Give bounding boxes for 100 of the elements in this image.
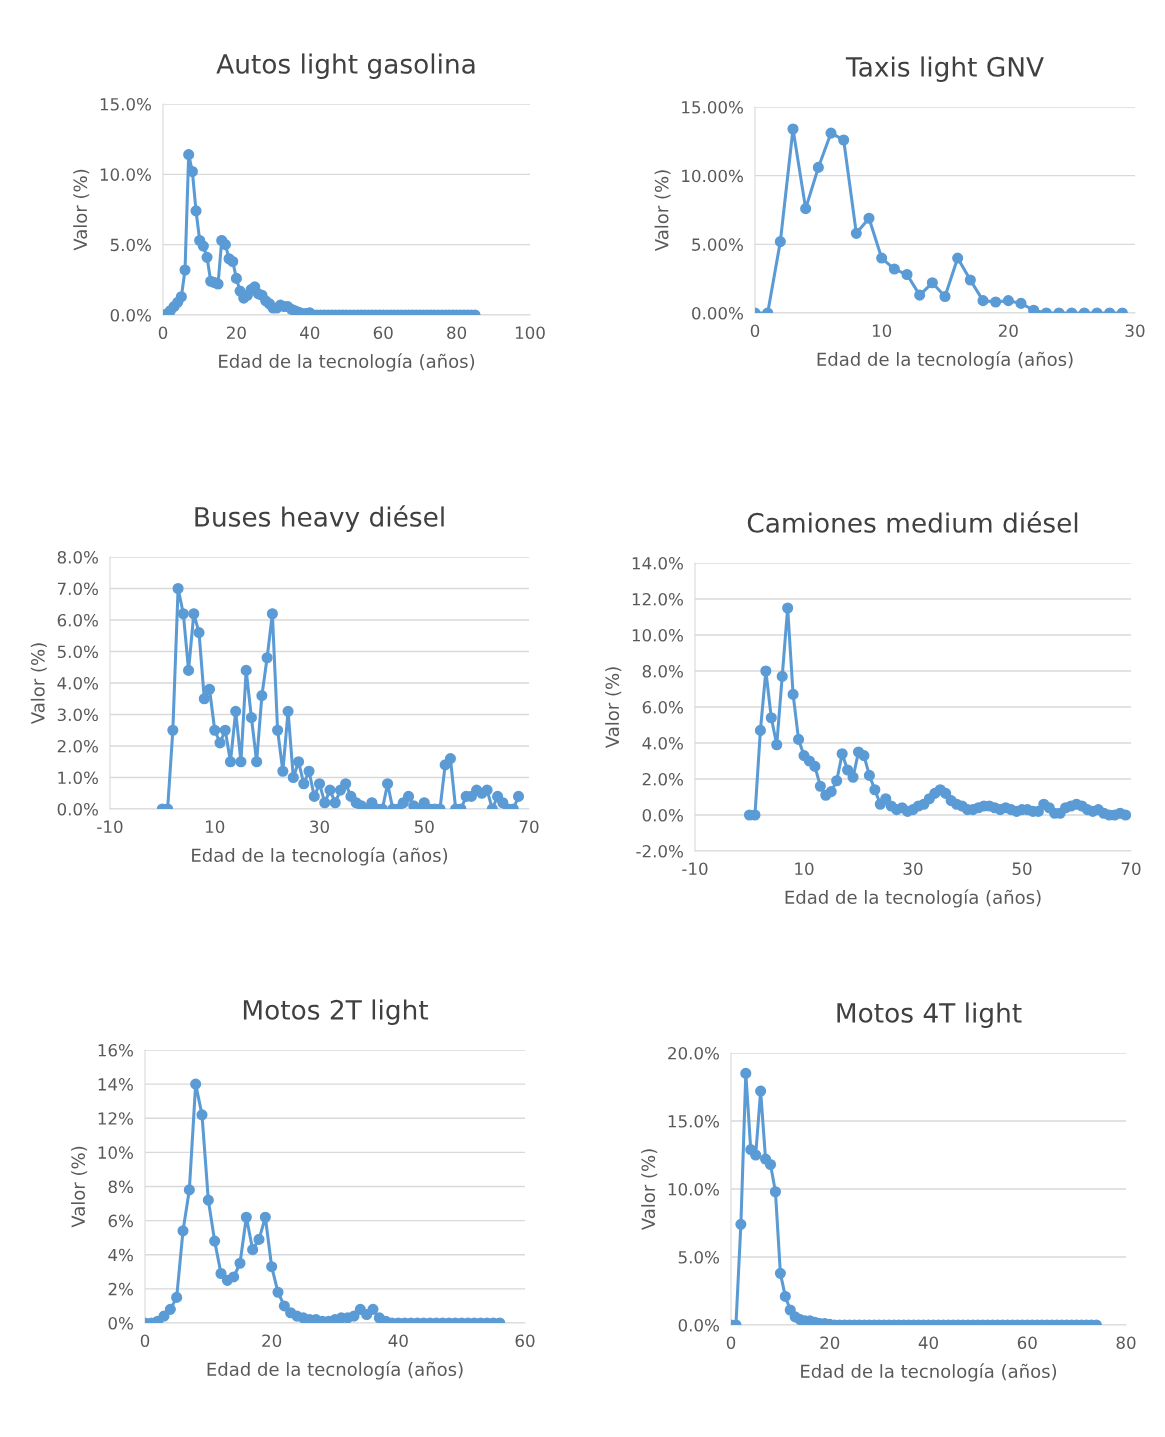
point <box>876 252 888 264</box>
point <box>215 1267 227 1280</box>
x-tick-label: 40 <box>918 1336 938 1350</box>
y-tick-label: 2.0% <box>57 739 98 753</box>
point <box>863 212 875 224</box>
x-axis-title: Edad de la tecnología (años) <box>219 353 475 372</box>
point <box>266 1261 278 1273</box>
x-tick-label: 20 <box>820 1336 840 1350</box>
x-tick-label: 30 <box>1125 324 1145 338</box>
y-tick-label: 15.00% <box>682 100 743 114</box>
point <box>990 296 1002 308</box>
x-axis-title: Edad de la tecnología (años) <box>207 1361 463 1380</box>
x-tick-label: 50 <box>414 820 434 834</box>
point <box>774 236 786 248</box>
point <box>1028 304 1040 313</box>
x-tick-label: -10 <box>97 820 123 834</box>
point <box>209 1235 221 1247</box>
y-tick-label: 8% <box>108 1180 133 1194</box>
point <box>825 127 837 139</box>
y-tick-label: 6.0% <box>57 613 98 627</box>
x-tick-label: 10 <box>872 324 892 338</box>
y-tick-label: 10.0% <box>632 628 683 642</box>
x-tick-label: 30 <box>903 862 923 876</box>
point <box>272 1286 284 1298</box>
point <box>240 1211 252 1223</box>
y-tick-label: 12.0% <box>632 592 683 606</box>
x-tick-label: 60 <box>373 326 393 340</box>
point <box>234 1257 246 1269</box>
y-axis-title: Valor (%) <box>71 1146 88 1228</box>
point <box>901 268 913 281</box>
chart-title: Motos 2T light <box>243 999 429 1025</box>
y-tick-label: 15.0% <box>668 1114 719 1128</box>
chart-title: Motos 4T light <box>837 1002 1022 1028</box>
y-tick-label: 0% <box>108 1316 133 1330</box>
x-tick-label: 20 <box>262 1334 282 1348</box>
y-tick-label: 0.0% <box>678 1318 719 1332</box>
chart-title: Buses heavy diésel <box>195 505 444 532</box>
point <box>939 290 951 303</box>
y-tick-label: 2% <box>108 1282 133 1296</box>
x-tick-label: 40 <box>300 326 320 340</box>
chart-title: Autos light gasolina <box>216 53 475 79</box>
y-tick-label: 6.0% <box>642 700 683 714</box>
point <box>800 203 812 215</box>
point <box>202 1194 214 1206</box>
chart-title: Taxis light GNV <box>845 56 1044 82</box>
point <box>259 1211 271 1223</box>
x-tick-label: -10 <box>682 862 708 876</box>
point <box>228 1271 240 1283</box>
y-axis-title: Valor (%) <box>641 1149 658 1231</box>
point <box>850 227 862 239</box>
x-tick-label: 100 <box>515 326 545 340</box>
x-tick-label: 80 <box>447 326 467 340</box>
y-tick-label: 7.0% <box>57 582 98 596</box>
y-tick-label: 14.0% <box>632 556 683 570</box>
y-axis-title: Valor (%) <box>30 643 47 725</box>
y-tick-label: 0.0% <box>110 308 151 322</box>
x-tick-label: 70 <box>1121 862 1141 876</box>
x-tick-label: 40 <box>388 1334 408 1348</box>
x-tick-label: 0 <box>140 1334 150 1348</box>
y-tick-label: 0.00% <box>692 306 743 320</box>
y-tick-label: 6% <box>108 1214 133 1228</box>
point <box>171 1291 183 1303</box>
x-tick-label: 30 <box>310 820 329 834</box>
point <box>278 1300 290 1312</box>
x-tick-label: 60 <box>1017 1336 1037 1350</box>
x-axis-title: Edad de la tecnología (años) <box>192 847 448 866</box>
point <box>914 289 926 301</box>
y-tick-label: 0.0% <box>57 802 98 816</box>
y-tick-label: 8.0% <box>57 550 98 564</box>
point <box>367 1303 379 1315</box>
y-axis-title: Valor (%) <box>654 170 671 252</box>
x-tick-label: 0 <box>726 1336 736 1350</box>
y-tick-label: 16% <box>98 1043 133 1057</box>
y-tick-label: 2.0% <box>642 772 683 786</box>
y-tick-label: 3.0% <box>57 708 98 722</box>
point <box>183 1184 195 1196</box>
point <box>964 274 976 286</box>
point <box>177 1225 189 1237</box>
x-tick-label: 10 <box>795 862 814 876</box>
point <box>196 1109 208 1121</box>
x-tick-label: 50 <box>1012 862 1032 876</box>
y-tick-label: 10.0% <box>100 168 151 181</box>
x-tick-label: 10 <box>205 820 225 834</box>
y-tick-label: 10% <box>98 1146 133 1159</box>
point <box>952 252 964 264</box>
y-tick-label: 4.0% <box>57 676 98 690</box>
y-tick-label: 4.0% <box>642 736 683 750</box>
point <box>812 161 824 173</box>
x-tick-label: 0 <box>750 324 760 338</box>
point <box>1015 297 1027 309</box>
x-tick-label: 20 <box>998 324 1018 338</box>
x-tick-label: 70 <box>519 820 539 834</box>
point <box>253 1233 265 1245</box>
point <box>787 123 799 135</box>
y-tick-label: 5.0% <box>110 238 151 252</box>
point <box>838 134 850 146</box>
y-tick-label: 5.0% <box>678 1250 719 1264</box>
y-tick-label: 15.0% <box>100 97 151 111</box>
x-tick-label: 60 <box>515 1334 535 1348</box>
point <box>977 295 989 307</box>
